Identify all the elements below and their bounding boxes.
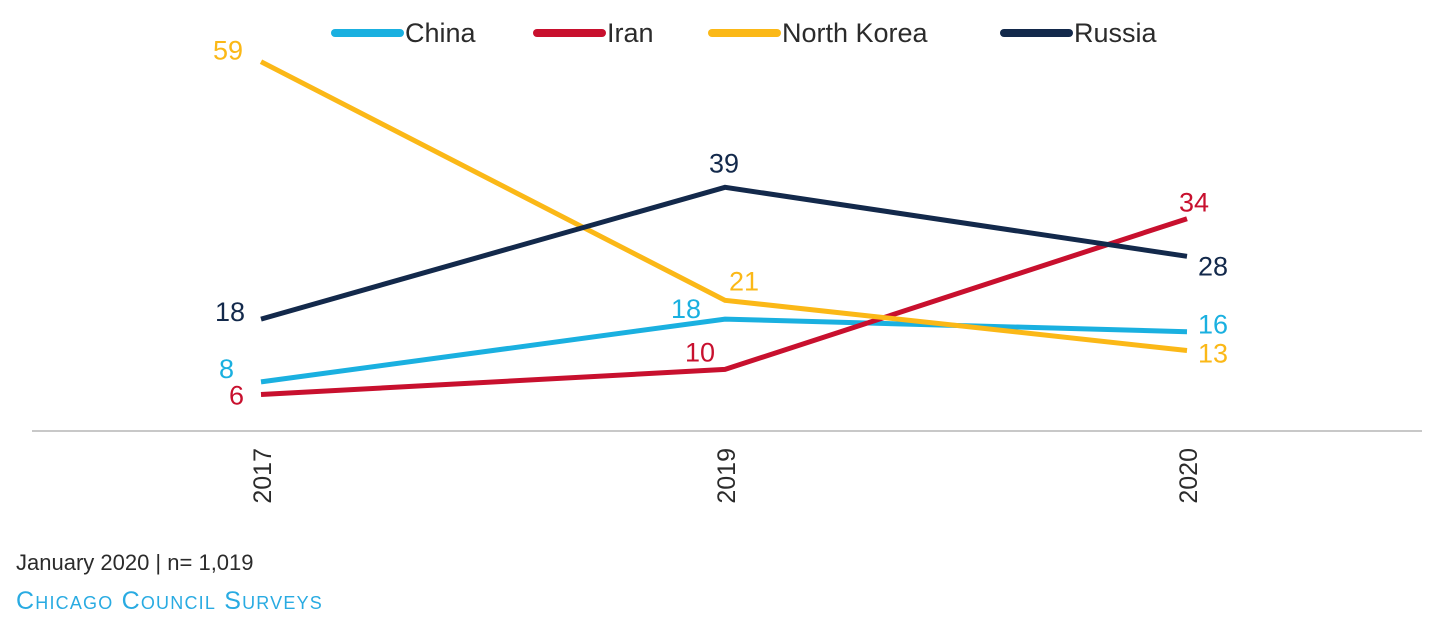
data-label-iran-2017: 6 (229, 381, 244, 411)
data-label-iran-2020: 34 (1179, 188, 1209, 218)
x-tick-label-2017: 2017 (249, 448, 277, 504)
survey-note: January 2020 | n= 1,019 (16, 550, 254, 575)
series-line-iran (260, 216, 1188, 397)
data-label-north-korea-2020: 13 (1198, 339, 1228, 369)
data-label-russia-2017: 18 (215, 297, 245, 327)
legend-label-russia: Russia (1074, 18, 1158, 48)
data-label-iran-2019: 10 (685, 337, 715, 367)
legend: China Iran North Korea Russia (331, 18, 1158, 48)
legend-label-iran: Iran (607, 18, 654, 48)
x-tick-label-2020: 2020 (1175, 448, 1203, 504)
data-label-russia-2019: 39 (709, 148, 739, 178)
x-axis-ticks: 2017 2019 2020 (249, 448, 1203, 504)
legend-label-north-korea: North Korea (782, 18, 929, 48)
x-tick-label-2019: 2019 (713, 448, 741, 504)
data-label-north-korea-2019: 21 (729, 266, 759, 296)
series-line-china (260, 316, 1188, 385)
data-labels: 8 18 16 6 10 34 59 21 13 18 39 28 (213, 36, 1228, 411)
line-chart: China Iran North Korea Russia 8 18 16 6 10 34 59 2… (32, 18, 1422, 504)
data-label-china-2017: 8 (219, 354, 234, 384)
series-line-russia (260, 184, 1188, 322)
legend-label-china: China (405, 18, 477, 48)
series-line-north-korea (259, 59, 1188, 353)
series-lines (259, 59, 1188, 397)
data-label-china-2020: 16 (1198, 310, 1228, 340)
data-label-north-korea-2017: 59 (213, 36, 243, 66)
data-label-russia-2020: 28 (1198, 251, 1228, 281)
data-label-china-2019: 18 (671, 294, 701, 324)
source-brand: Chicago Council Surveys (16, 587, 323, 615)
